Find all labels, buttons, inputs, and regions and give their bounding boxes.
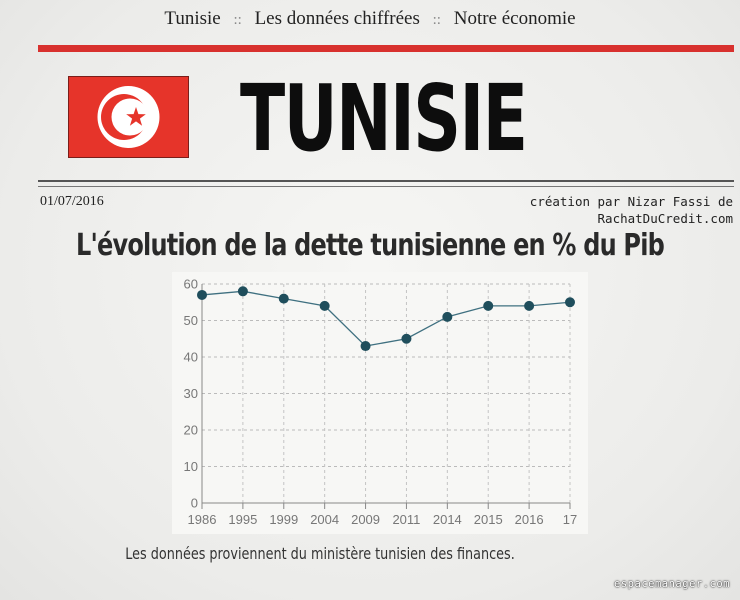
masthead-title: TUNISIE: [240, 65, 528, 172]
x-tick-label: 17: [563, 512, 577, 527]
chart-area: 0 10 20 30 40 50 60 1986 1995 1999 2004 2009 2011 201…: [172, 272, 588, 534]
header-rule: [38, 180, 734, 182]
x-tick-label: 2004: [310, 512, 339, 527]
x-tick-label: 1986: [188, 512, 217, 527]
x-tick-label: 2009: [351, 512, 380, 527]
header-rule-thin: [38, 186, 734, 187]
y-tick-label: 0: [191, 496, 198, 511]
red-divider: [38, 45, 734, 52]
data-point: [401, 333, 412, 344]
debt-line-chart: 0 10 20 30 40 50 60 1986 1995 1999 2004 2009 2011 201…: [184, 277, 578, 528]
watermark: espacemanager.com: [614, 578, 730, 590]
data-point: [524, 300, 535, 311]
data-point: [237, 286, 248, 297]
data-point: [442, 311, 453, 322]
y-tick-label: 30: [184, 386, 198, 401]
author-credit: création par Nizar Fassi de RachatDuCred…: [530, 193, 733, 227]
y-tick-label: 60: [184, 277, 198, 292]
chart-title: L'évolution de la dette tunisienne en % …: [75, 228, 665, 263]
x-tick-label: 2016: [515, 512, 544, 527]
data-point: [360, 341, 371, 352]
nav-item-economie[interactable]: Notre économie: [453, 8, 576, 29]
y-tick-label: 40: [184, 350, 198, 365]
nav-separator: ::: [432, 12, 441, 28]
nav-item-tunisie[interactable]: Tunisie: [164, 8, 221, 29]
credit-line-site: RachatDuCredit.com: [597, 211, 733, 226]
source-note: Les données proviennent du ministère tun…: [0, 544, 640, 563]
data-point: [565, 297, 575, 308]
nav-separator: ::: [233, 12, 242, 28]
y-tick-label: 20: [184, 423, 198, 438]
publication-date: 01/07/2016: [40, 194, 104, 209]
credit-line-author: création par Nizar Fassi de: [529, 194, 733, 209]
x-tick-label: 1995: [228, 512, 257, 527]
series-line: [201, 290, 571, 347]
source-text: Les données proviennent du ministère tun…: [125, 544, 515, 563]
data-point: [197, 289, 207, 300]
data-point: [319, 300, 330, 311]
x-tick-label: 2014: [433, 512, 462, 527]
tunisia-flag-icon: [68, 76, 189, 158]
nav-item-donnees[interactable]: Les données chiffrées: [254, 8, 420, 29]
data-point: [278, 293, 289, 304]
y-tick-label: 10: [184, 459, 198, 474]
data-point: [483, 300, 494, 311]
y-tick-label: 50: [184, 313, 198, 328]
top-navigation: Tunisie :: Les données chiffrées :: Notr…: [0, 8, 740, 30]
x-tick-label: 2011: [392, 512, 420, 527]
x-tick-label: 1999: [269, 512, 298, 527]
x-tick-label: 2015: [474, 512, 503, 527]
